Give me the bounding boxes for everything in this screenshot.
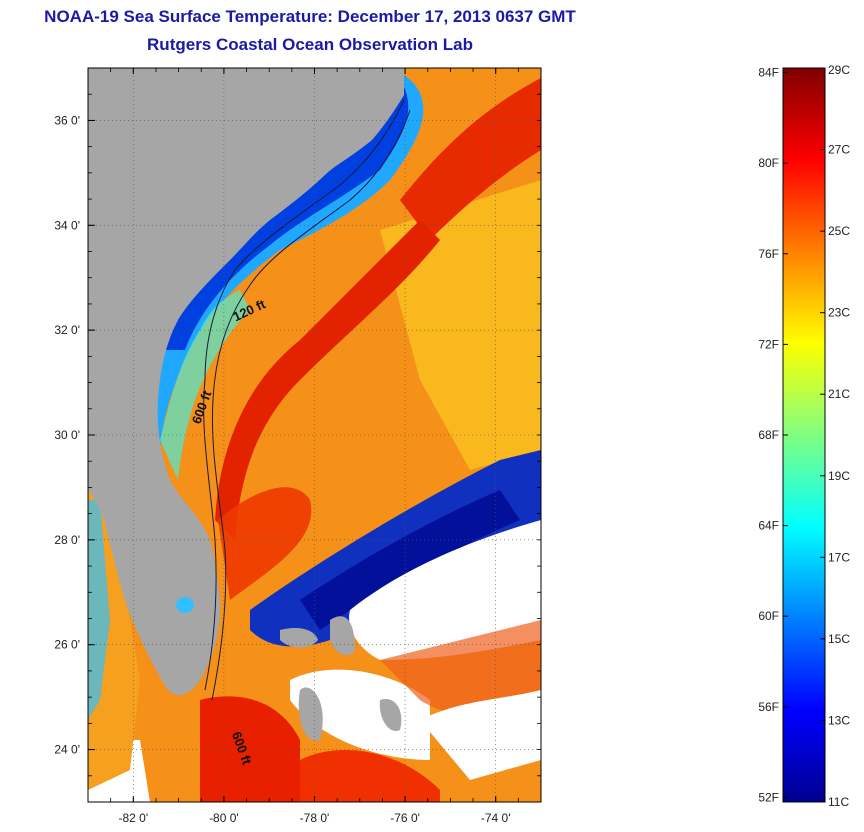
coastal-cold-core <box>165 80 409 350</box>
sst-warm-patch <box>200 696 300 802</box>
y-tick-label: 24 0' <box>54 743 80 757</box>
colorbar-fahrenheit-label: 72F <box>758 337 779 351</box>
colorbar-celsius-label: 21C <box>828 387 850 401</box>
colorbar-fahrenheit-label: 56F <box>758 700 779 714</box>
colorbar-celsius-label: 25C <box>828 224 850 238</box>
no-data-area <box>349 520 541 660</box>
land-bahamas <box>280 628 318 648</box>
colorbar-celsius-label: 29C <box>828 63 850 77</box>
map-title: NOAA-19 Sea Surface Temperature: Decembe… <box>44 7 576 26</box>
gulf-shelf-cool <box>88 500 110 720</box>
sst-cold-core <box>300 490 520 630</box>
y-tick-label: 30 0' <box>54 428 80 442</box>
land-bahamas <box>298 687 323 741</box>
colorbar-celsius-label: 15C <box>828 632 850 646</box>
land-bahamas <box>330 616 355 656</box>
sst-red-lobe <box>218 487 312 600</box>
x-tick-label: -78 0' <box>300 811 330 825</box>
colorbar-fahrenheit-label: 68F <box>758 428 779 442</box>
land-florida-georgia-carolinas <box>88 68 404 696</box>
colorbar-celsius-label: 19C <box>828 469 850 483</box>
y-tick-label: 26 0' <box>54 638 80 652</box>
colorbar-fahrenheit-label: 84F <box>758 66 779 80</box>
x-tick-label: -76 0' <box>390 811 420 825</box>
map-subtitle: Rutgers Coastal Ocean Observation Lab <box>147 35 473 54</box>
y-tick-label: 36 0' <box>54 113 80 127</box>
x-tick-label: -80 0' <box>209 811 239 825</box>
colorbar <box>782 67 826 803</box>
y-tick-label: 34 0' <box>54 218 80 232</box>
sst-map <box>88 68 541 802</box>
colorbar-fahrenheit-label: 60F <box>758 609 779 623</box>
y-tick-label: 28 0' <box>54 533 80 547</box>
map-axes: -82 0' -80 0' -78 0' -76 0' -74 0' 36 0' 34 0'… <box>54 67 542 825</box>
colorbar-ticks: 29C 27C 25C 23C 21C 19C 17C 15C 13C 11C 84F 80F 76F 7… <box>758 63 850 809</box>
y-tick-label: 32 0' <box>54 323 80 337</box>
colorbar-fahrenheit-label: 80F <box>758 156 779 170</box>
no-data-area <box>420 690 541 780</box>
contour-600ft <box>211 109 411 701</box>
colorbar-celsius-label: 17C <box>828 550 850 564</box>
colorbar-fahrenheit-label: 64F <box>758 519 779 533</box>
colorbar-celsius-label: 11C <box>828 795 849 809</box>
x-tick-label: -82 0' <box>118 811 148 825</box>
no-data-area <box>290 669 430 760</box>
colorbar-celsius-label: 13C <box>828 713 850 727</box>
colorbar-fahrenheit-label: 76F <box>758 247 779 261</box>
shelf-cyan <box>160 290 250 480</box>
colorbar-celsius-label: 27C <box>828 143 850 157</box>
sst-warm-patch <box>380 620 541 715</box>
lake-okeechobee <box>176 597 194 613</box>
gulf-stream-north <box>400 78 541 240</box>
colorbar-fahrenheit-label: 52F <box>758 790 779 804</box>
colorbar-celsius-label: 23C <box>828 306 850 320</box>
x-tick-label: -74 0' <box>481 811 511 825</box>
gulf-stream-core <box>215 220 440 540</box>
land-bahamas <box>379 699 402 731</box>
contour-120ft <box>203 99 405 691</box>
